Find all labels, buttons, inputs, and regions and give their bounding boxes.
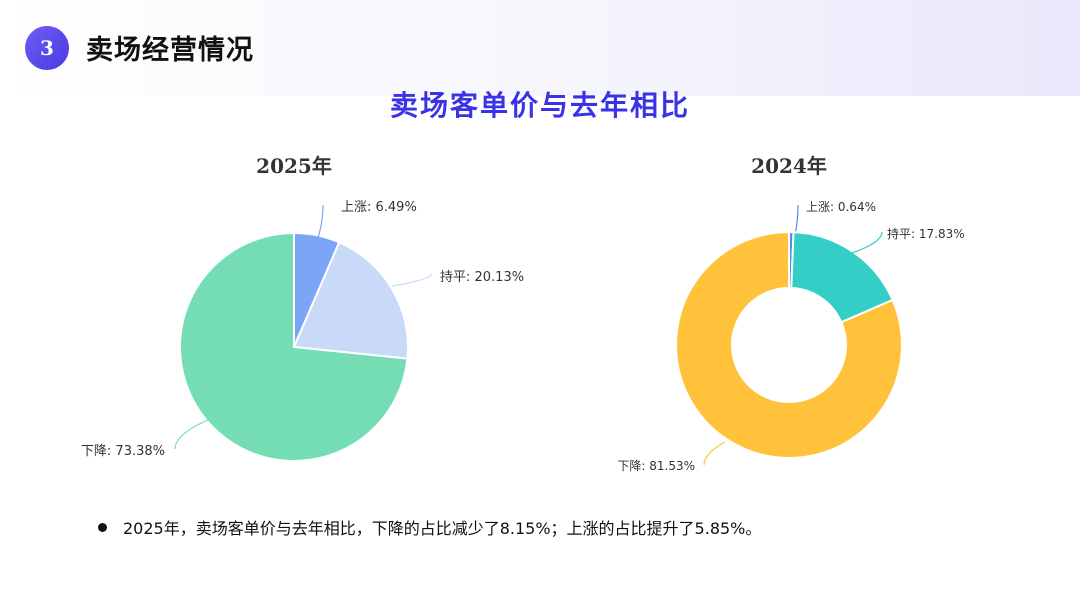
- pie-2024-label-持平: 持平: 17.83%: [887, 226, 965, 241]
- section-number-badge: 3: [25, 26, 69, 70]
- chart-2025-title: 2025年: [256, 154, 332, 178]
- header-band: [0, 0, 1080, 96]
- chart-2024-title: 2024年: [751, 154, 827, 178]
- page-title: 卖场客单价与去年相比: [389, 89, 690, 122]
- pie-2025-label-上涨: 上涨: 6.49%: [341, 200, 417, 215]
- pie-2024-leader-下降: [703, 441, 726, 466]
- pie-2025-leader-下降: [174, 416, 216, 450]
- pie-2025-leader-上涨: [317, 204, 324, 239]
- section-title: 卖场经营情况: [86, 35, 254, 66]
- pie-2024-slice-下降: [675, 230, 903, 459]
- pie-2025-slice-下降: [179, 231, 409, 462]
- pie-2024-label-下降: 下降: 81.53%: [617, 459, 695, 473]
- pie-2025-slice-持平: [292, 241, 409, 360]
- pie-2025-label-下降: 下降: 73.38%: [81, 444, 165, 459]
- pie-2024-leader-持平: [851, 231, 883, 254]
- pie-2024-label-上涨: 上涨: 0.64%: [806, 199, 876, 214]
- summary-text: 2025年，卖场客单价与去年相比，下降的占比减少了8.15%；上涨的占比提升了5…: [123, 519, 762, 538]
- summary-note: 2025年，卖场客单价与去年相比，下降的占比减少了8.15%；上涨的占比提升了5…: [98, 515, 761, 539]
- bullet-icon: [98, 522, 107, 532]
- pie-2025-leader-持平: [391, 272, 433, 287]
- pie-2025-label-持平: 持平: 20.13%: [440, 270, 524, 285]
